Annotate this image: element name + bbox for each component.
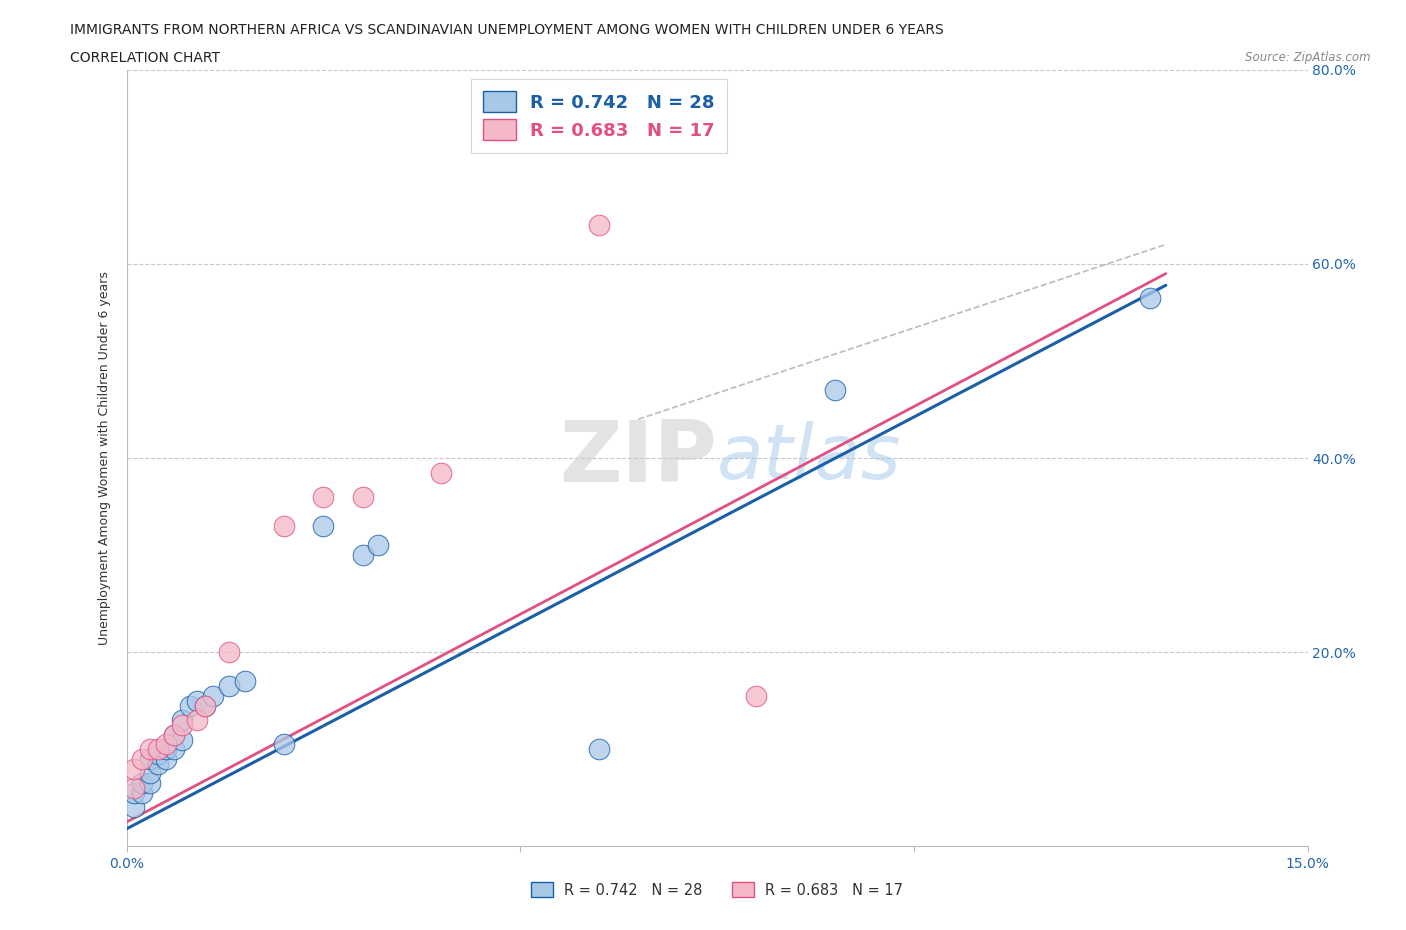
Point — [588, 218, 610, 232]
Text: IMMIGRANTS FROM NORTHERN AFRICA VS SCANDINAVIAN UNEMPLOYMENT AMONG WOMEN WITH CH: IMMIGRANTS FROM NORTHERN AFRICA VS SCAND… — [70, 23, 943, 37]
Point — [312, 489, 335, 504]
Text: CORRELATION CHART: CORRELATION CHART — [70, 51, 221, 65]
Text: atlas: atlas — [717, 421, 901, 495]
Point — [124, 800, 146, 815]
Point — [194, 698, 217, 713]
Point — [186, 693, 208, 708]
Point — [139, 776, 162, 790]
Point — [824, 382, 846, 397]
Point — [146, 747, 169, 762]
Point — [218, 644, 240, 659]
Point — [146, 742, 169, 757]
Point — [1139, 290, 1161, 305]
Y-axis label: Unemployment Among Women with Children Under 6 years: Unemployment Among Women with Children U… — [97, 271, 111, 645]
Point — [312, 519, 335, 534]
Point — [155, 742, 177, 757]
Point — [179, 698, 201, 713]
Point — [273, 737, 295, 751]
Point — [139, 766, 162, 781]
Point — [163, 742, 186, 757]
Point — [155, 737, 177, 751]
Point — [367, 538, 389, 552]
Point — [186, 712, 208, 727]
Point — [146, 756, 169, 771]
Point — [233, 674, 256, 689]
Point — [170, 732, 193, 747]
Point — [218, 679, 240, 694]
Point — [124, 786, 146, 801]
Point — [170, 718, 193, 733]
Point — [745, 688, 768, 703]
Text: Source: ZipAtlas.com: Source: ZipAtlas.com — [1246, 51, 1371, 64]
Point — [352, 548, 374, 563]
Point — [124, 761, 146, 776]
Point — [124, 780, 146, 795]
Legend: R = 0.742   N = 28, R = 0.683   N = 17: R = 0.742 N = 28, R = 0.683 N = 17 — [523, 875, 911, 905]
Point — [131, 786, 153, 801]
Point — [131, 776, 153, 790]
Point — [139, 751, 162, 766]
Point — [163, 727, 186, 742]
Point — [131, 751, 153, 766]
Text: ZIP: ZIP — [560, 417, 717, 499]
Point — [163, 727, 186, 742]
Point — [202, 688, 225, 703]
Point — [139, 742, 162, 757]
Point — [194, 698, 217, 713]
Point — [170, 712, 193, 727]
Point — [430, 465, 453, 480]
Point — [155, 751, 177, 766]
Point — [352, 489, 374, 504]
Point — [588, 742, 610, 757]
Point — [273, 519, 295, 534]
